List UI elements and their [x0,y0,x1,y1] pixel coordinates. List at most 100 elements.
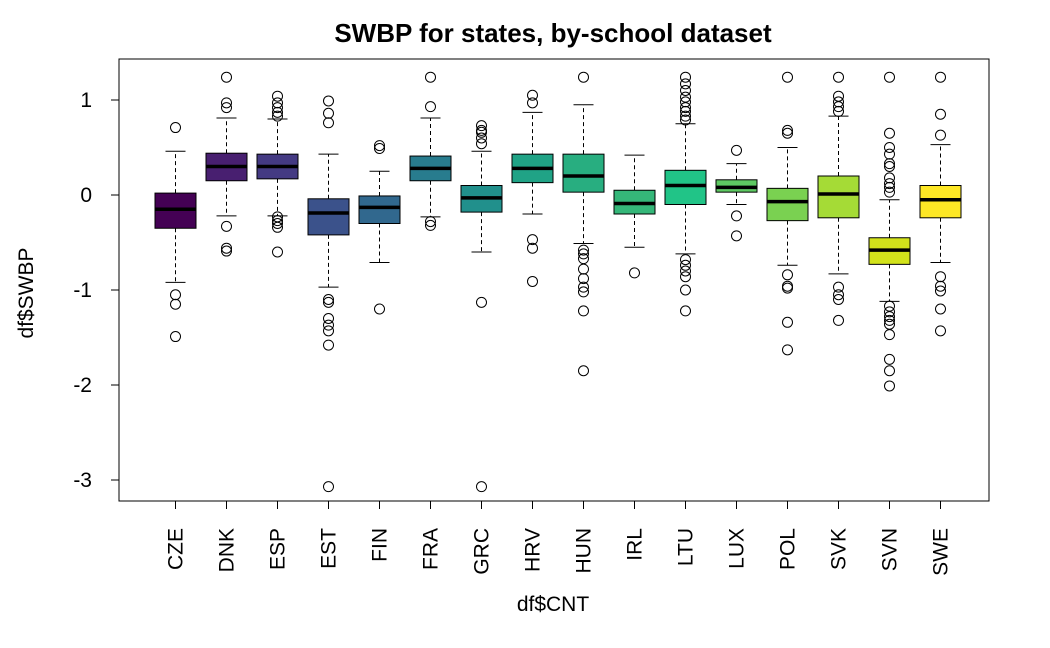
box-svk [817,71,860,326]
y-tick-label: 0 [80,184,92,207]
x-tick-label: EST [318,528,341,569]
outlier-point [323,95,334,107]
y-axis-label: df$SWBP [15,247,38,338]
iqr-box [562,153,605,193]
box-est [307,95,350,493]
outlier-point [884,127,895,139]
outlier-point [272,106,283,118]
box-fra [409,71,452,231]
boxes-layer [154,71,962,493]
iqr-box [817,175,860,219]
iqr-box [664,169,707,206]
outlier-point [476,296,487,308]
outlier-point [425,219,436,231]
outlier-point [884,353,895,365]
outlier-point [476,138,487,150]
x-tick-label: HUN [573,528,596,574]
outlier-point [782,127,793,139]
iqr-box [307,198,350,236]
x-tick-label: HRV [522,528,545,572]
chart-title: SWBP for states, by-school dataset [334,18,772,48]
outlier-point [782,282,793,294]
outlier-point [578,263,589,275]
outlier-point [884,306,895,318]
outlier-point [935,325,946,337]
box-ltu [664,71,707,317]
outlier-point [884,365,895,377]
outlier-point [884,142,895,153]
outlier-point [782,124,793,136]
outlier-point [884,314,895,326]
outlier-point [527,89,538,101]
outlier-point [833,101,844,113]
outlier-point [680,110,691,122]
outlier-point [629,267,640,279]
y-tick-label: -2 [73,374,92,397]
x-axis-label: df$CNT [517,593,590,616]
outlier-point [374,303,385,315]
outlier-point [527,97,538,109]
y-tick-label: -1 [73,279,92,302]
outlier-point [680,114,691,126]
x-tick-label: CZE [165,528,188,570]
outlier-point [833,314,844,326]
outlier-point [170,298,181,310]
outlier-point [833,294,844,305]
outlier-point [323,325,334,337]
x-tick-label: FIN [369,528,392,562]
box-grc [460,120,503,493]
box-cze [154,122,197,343]
outlier-point [425,71,436,83]
outlier-point [935,71,946,83]
outlier-point [935,129,946,141]
outlier-point [374,140,385,152]
outlier-point [884,329,895,341]
x-tick-label: SWE [930,528,953,576]
outlier-point [578,71,589,83]
outlier-point [833,105,844,117]
outlier-point [935,285,946,297]
outlier-point [680,254,691,266]
outlier-point [731,144,742,156]
outlier-point [221,242,232,254]
outlier-point [476,126,487,138]
outlier-point [221,71,232,83]
outlier-point [680,259,691,271]
iqr-box [919,185,962,219]
box-lux [715,144,758,242]
outlier-point [578,273,589,285]
outlier-point [170,122,181,134]
plot-frame [118,58,990,502]
x-tick-label: SVK [828,528,851,570]
outlier-point [935,303,946,315]
box-hrv [511,89,554,287]
y-axis: 1 0 -1 -2 -3 [73,89,120,492]
outlier-point [578,286,589,298]
x-tick-label: POL [777,528,800,570]
outlier-point [884,186,895,198]
box-svn [868,71,911,392]
outlier-point [476,120,487,132]
outlier-point [221,245,232,257]
outlier-point [782,71,793,83]
outlier-point [323,117,334,129]
outlier-point [680,265,691,277]
outlier-point [884,148,895,160]
outlier-point [731,210,742,222]
box-irl [613,154,656,279]
outlier-point [221,102,232,114]
iqr-box [766,187,809,222]
outlier-point [884,300,895,312]
outlier-point [884,172,895,184]
iqr-box [358,195,401,224]
outlier-point [935,108,946,120]
outlier-point [272,215,283,227]
outlier-point [170,331,181,343]
box-hun [562,71,605,377]
outlier-point [782,269,793,281]
outlier-point [680,305,691,317]
box-dnk [205,71,248,257]
x-tick-label: ESP [267,528,290,570]
x-tick-label: IRL [624,528,647,561]
x-tick-label: DNK [216,528,239,572]
